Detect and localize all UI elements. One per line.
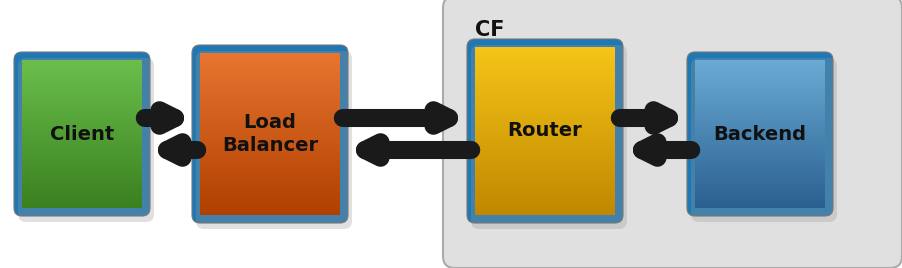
Text: Load
Balancer: Load Balancer (222, 113, 318, 155)
FancyBboxPatch shape (196, 51, 352, 229)
Text: CF: CF (474, 20, 504, 40)
Text: Client: Client (50, 125, 114, 143)
Text: Router: Router (507, 121, 582, 140)
FancyBboxPatch shape (192, 45, 347, 223)
FancyBboxPatch shape (466, 39, 622, 223)
FancyBboxPatch shape (686, 52, 832, 216)
FancyBboxPatch shape (18, 58, 154, 222)
Text: Backend: Backend (713, 125, 805, 143)
FancyBboxPatch shape (443, 0, 901, 268)
FancyBboxPatch shape (690, 58, 836, 222)
FancyBboxPatch shape (471, 45, 626, 229)
FancyBboxPatch shape (14, 52, 150, 216)
